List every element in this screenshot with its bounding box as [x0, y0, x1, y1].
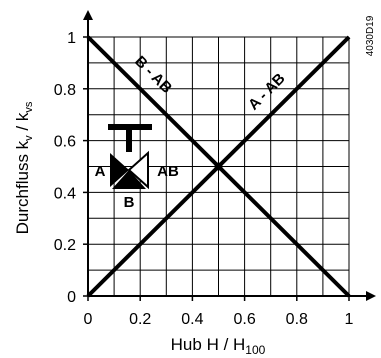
y-axis-label: Durchfluss kv / kvs: [13, 101, 35, 234]
valve-port-a-label: A: [95, 163, 106, 180]
y-axis-label-s1: v: [23, 135, 35, 141]
y-axis-label-prefix: Durchfluss: [13, 149, 32, 234]
y-axis-label-k1: k: [13, 140, 32, 149]
three-way-valve-icon: [108, 124, 152, 190]
x-tick-label: 0: [84, 311, 93, 328]
y-tick-label: 0.6: [54, 134, 76, 151]
y-tick-label: 1: [67, 30, 76, 47]
x-axis-label-sub: 100: [245, 343, 265, 357]
chart-grid: [88, 36, 350, 296]
x-axis-label: Hub H / H100: [171, 335, 266, 357]
x-tick-label: 0.8: [286, 311, 308, 328]
y-tick-label: 0.2: [54, 237, 76, 254]
chart-axes: [83, 10, 376, 301]
x-tick-label: 0.6: [233, 311, 255, 328]
y-axis-arrow-icon: [83, 10, 93, 20]
series-label-b-ab: B - AB: [131, 53, 175, 97]
y-axis-label-mid: / k: [13, 112, 32, 135]
y-tick-label: 0.4: [54, 185, 76, 202]
chart-ticks: 0 0.2 0.4 0.6 0.8 1 0 0.2 0.4 0.6 0.8 1: [54, 30, 354, 328]
intersection-point: [214, 162, 223, 171]
valve-port-ab-label: AB: [157, 163, 179, 180]
x-axis-label-main: Hub H / H: [171, 335, 246, 354]
series-label-a-ab: A - AB: [245, 70, 289, 114]
x-tick-label: 0.4: [181, 311, 203, 328]
document-code: 4030D19: [365, 15, 376, 56]
y-tick-label: 0.8: [54, 82, 76, 99]
x-axis-arrow-icon: [366, 291, 376, 301]
chart-series: [86, 35, 351, 298]
y-tick-label: 0: [67, 289, 76, 306]
x-tick-label: 1: [345, 311, 354, 328]
valve-port-b-label: B: [124, 194, 135, 211]
y-axis-label-s2: vs: [23, 101, 35, 113]
x-tick-label: 0.2: [129, 311, 151, 328]
